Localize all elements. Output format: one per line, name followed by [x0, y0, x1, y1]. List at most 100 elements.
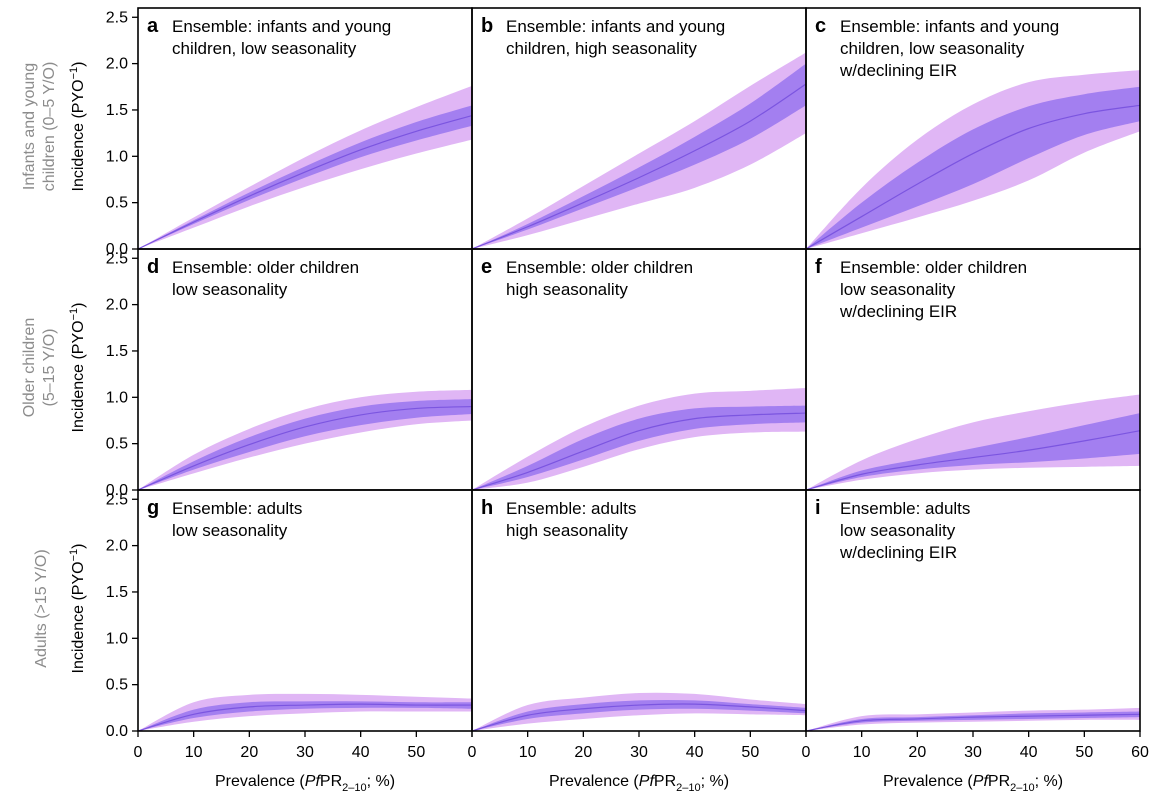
row-label: (5–15 Y/O)	[41, 329, 58, 407]
panel-a: a Ensemble: infants and young children, lo…	[21, 7, 473, 258]
y-tick-label: 2.0	[106, 538, 128, 555]
panel-title-g-line: low seasonality	[172, 521, 288, 540]
plot-area-i	[806, 707, 1140, 731]
panel-title-e-line: Ensemble: older children	[506, 258, 693, 277]
y-tick-label: 0.5	[106, 436, 128, 453]
panel-title-c-line: children, low seasonality	[840, 39, 1025, 58]
panel-title-a-line: children, low seasonality	[172, 39, 357, 58]
panel-title-d-line: Ensemble: older children	[172, 258, 359, 277]
panel-h: h Ensemble: adults high seasonality 0 10 20 30…	[468, 489, 807, 794]
panel-title-c-line: Ensemble: infants and young	[840, 17, 1059, 36]
median-line-b	[472, 83, 806, 249]
x-tick-label: 10	[853, 744, 871, 761]
y-axis-label: Incidence (PYO−1)	[68, 544, 87, 674]
row-label: Adults (>15 Y/O)	[33, 549, 50, 667]
panel-e: e Ensemble: older children high seasonalit…	[471, 248, 807, 491]
outer-band-b	[472, 52, 806, 249]
y-tick-label: 2.0	[106, 56, 128, 73]
panel-title-i-line: w/declining EIR	[839, 543, 957, 562]
panel-title-d-line: low seasonality	[172, 280, 288, 299]
inner-band-d	[138, 399, 472, 490]
plot-area-a	[138, 85, 472, 249]
x-tick-label: 10	[519, 744, 537, 761]
y-tick-label: 1.5	[106, 343, 128, 360]
inner-band-c	[806, 86, 1140, 249]
plot-area-f	[806, 394, 1140, 490]
inner-band-g	[138, 701, 472, 731]
panel-title-f-line: Ensemble: older children	[840, 258, 1027, 277]
y-tick-label: 2.5	[106, 491, 128, 508]
y-tick-label: 0.0	[106, 241, 128, 258]
panel-d: d Ensemble: older children low seasonality…	[21, 248, 473, 499]
y-tick-label: 2.5	[106, 9, 128, 26]
x-tick-label: 0	[134, 744, 143, 761]
plot-area-e	[472, 388, 806, 490]
y-tick-label: 1.5	[106, 584, 128, 601]
x-tick-label: 30	[964, 744, 982, 761]
y-axis-label: Incidence (PYO−1)	[68, 62, 87, 192]
panel-letter-c: c	[815, 15, 826, 37]
x-tick-label: 50	[741, 744, 759, 761]
panel-title-f-line: low seasonality	[840, 280, 956, 299]
y-tick-label: 1.0	[106, 630, 128, 647]
median-line-g	[138, 703, 472, 731]
y-tick-label: 1.0	[106, 389, 128, 406]
panel-letter-b: b	[481, 15, 493, 37]
panel-title-i-line: Ensemble: adults	[840, 499, 970, 518]
row-label: Older children	[21, 318, 38, 418]
x-tick-label: 60	[1131, 744, 1149, 761]
x-axis-label: Prevalence (PfPR2–10; %)	[883, 773, 1063, 794]
y-tick-label: 0.0	[106, 482, 128, 499]
outer-band-h	[472, 692, 806, 731]
panel-letter-e: e	[481, 256, 492, 278]
x-tick-label: 40	[1020, 744, 1038, 761]
panel-f: f Ensemble: older children low seasonality…	[805, 248, 1141, 491]
x-axis-label: Prevalence (PfPR2–10; %)	[549, 773, 729, 794]
x-tick-label: 0	[468, 744, 477, 761]
median-line-h	[472, 703, 806, 731]
x-tick-label: 10	[185, 744, 203, 761]
panel-title-h-line: high seasonality	[506, 521, 628, 540]
x-tick-label: 50	[407, 744, 425, 761]
inner-band-f	[806, 413, 1140, 490]
x-axis-label: Prevalence (PfPR2–10; %)	[215, 773, 395, 794]
inner-band-h	[472, 699, 806, 731]
x-tick-label: 20	[574, 744, 592, 761]
y-tick-label: 1.5	[106, 102, 128, 119]
y-tick-label: 0.5	[106, 677, 128, 694]
y-tick-label: 1.0	[106, 148, 128, 165]
panel-title-c-line: w/declining EIR	[839, 61, 957, 80]
panel-title-b-line: Ensemble: infants and young	[506, 17, 725, 36]
x-tick-label: 20	[240, 744, 258, 761]
y-tick-label: 0.0	[106, 723, 128, 740]
panel-letter-d: d	[147, 256, 159, 278]
x-tick-label: 50	[1075, 744, 1093, 761]
inner-band-a	[138, 105, 472, 249]
plot-area-h	[472, 692, 806, 731]
y-tick-label: 2.5	[106, 250, 128, 267]
x-tick-label: 40	[352, 744, 370, 761]
panel-title-f-line: w/declining EIR	[839, 302, 957, 321]
panel-letter-h: h	[481, 497, 493, 519]
panel-g: g Ensemble: adults low seasonality 0.0 0.5 1.…	[33, 489, 473, 794]
panel-title-b-line: children, high seasonality	[506, 39, 697, 58]
row-label: children (0–5 Y/O)	[41, 62, 58, 192]
inner-band-i	[806, 711, 1140, 731]
y-tick-label: 0.5	[106, 195, 128, 212]
panel-letter-f: f	[815, 256, 822, 278]
median-line-f	[806, 430, 1140, 490]
plot-area-g	[138, 693, 472, 731]
panel-i: i Ensemble: adults low seasonality w/declin…	[802, 489, 1149, 794]
panel-title-e-line: high seasonality	[506, 280, 628, 299]
x-tick-label: 0	[802, 744, 811, 761]
y-axis-label: Incidence (PYO−1)	[68, 303, 87, 433]
plot-area-b	[472, 52, 806, 249]
panel-b: b Ensemble: infants and young children, hi…	[471, 7, 807, 250]
panel-letter-i: i	[815, 497, 821, 519]
x-tick-label: 30	[630, 744, 648, 761]
x-tick-label: 40	[686, 744, 704, 761]
x-tick-label: 20	[908, 744, 926, 761]
panel-title-a-line: Ensemble: infants and young	[172, 17, 391, 36]
median-line-i	[806, 713, 1140, 731]
plot-area-c	[806, 70, 1140, 249]
